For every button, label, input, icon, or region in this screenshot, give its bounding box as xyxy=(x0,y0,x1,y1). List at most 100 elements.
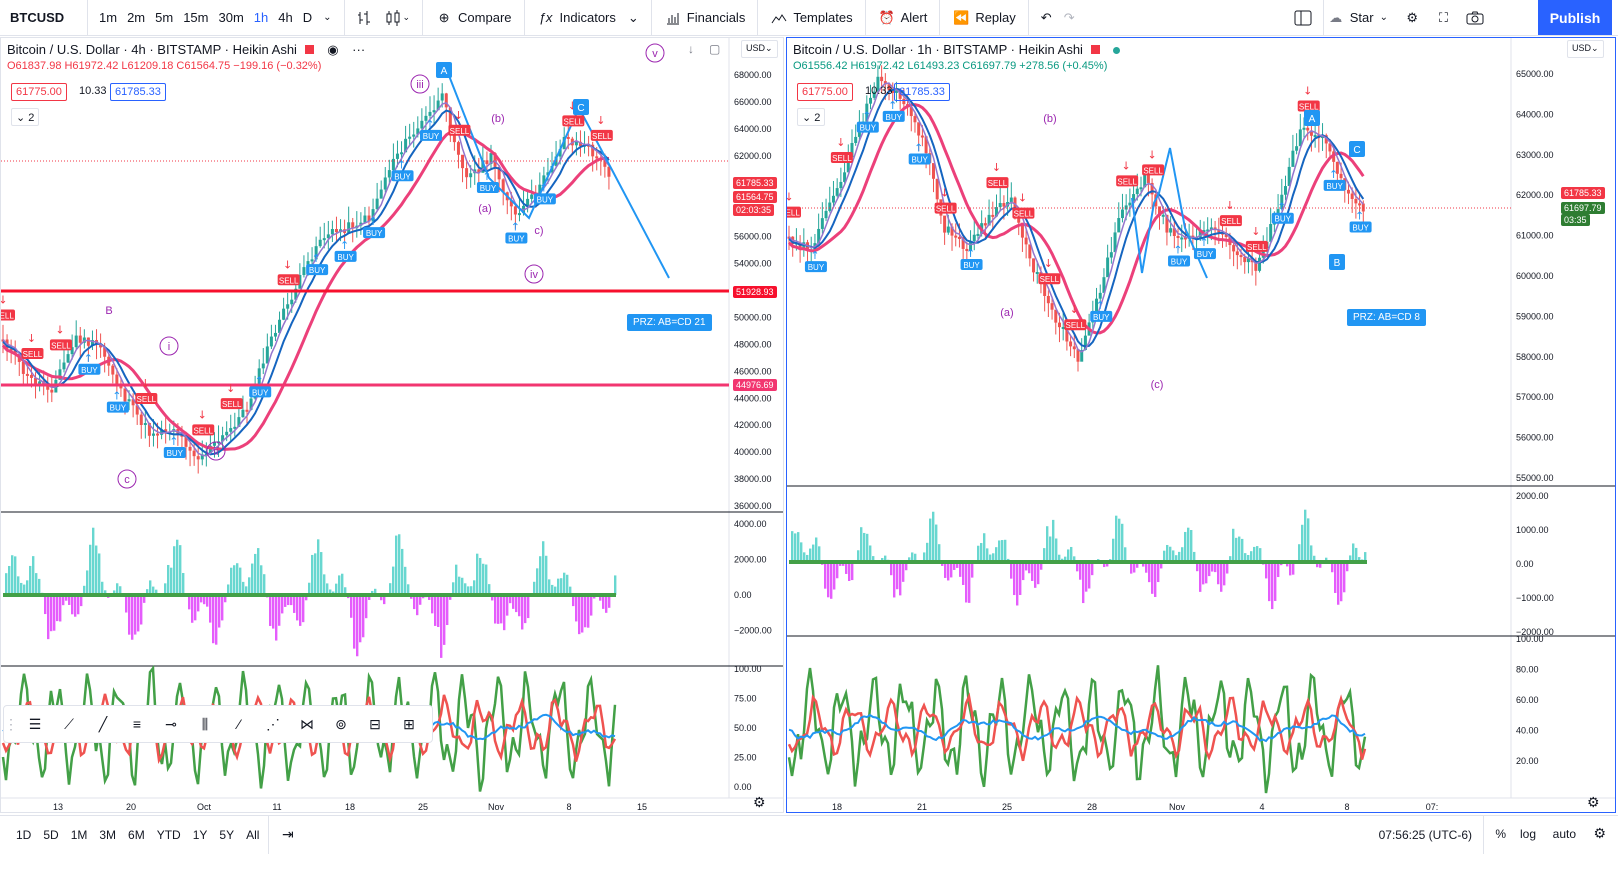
goto-date-icon[interactable]: ⇥ xyxy=(282,826,294,842)
drag-handle-icon[interactable]: ⋮ xyxy=(4,715,18,732)
fullscreen-icon[interactable]: ⛶ xyxy=(1438,9,1448,25)
more-icon[interactable]: ··· xyxy=(352,42,366,57)
right-chart-pane[interactable]: 65000.00 64000.00 63000.00 62000.00 61000.00… xyxy=(786,37,1616,813)
osc-bar xyxy=(1256,546,1259,562)
range-all[interactable]: All xyxy=(246,827,260,842)
right-indicator-toggle[interactable]: ⌄ 2 xyxy=(797,108,826,126)
range-1m[interactable]: 1M xyxy=(70,827,88,842)
right-settings-gear-icon[interactable]: ⚙ xyxy=(1587,794,1600,810)
range-5d[interactable]: 5D xyxy=(43,827,59,842)
osc-bar xyxy=(1301,524,1304,562)
right-chart-canvas[interactable]: 65000.00 64000.00 63000.00 62000.00 61000.00… xyxy=(787,38,1616,813)
candle-body xyxy=(854,136,858,144)
osc-bar xyxy=(602,595,605,609)
candle-body xyxy=(1254,262,1258,271)
percent-toggle[interactable]: % xyxy=(1495,827,1506,841)
right-bid-button[interactable]: 61775.00 xyxy=(797,83,853,101)
time-axis-label: 13 xyxy=(53,802,63,812)
osc-bar xyxy=(1355,547,1358,562)
interval-15m[interactable]: 15m xyxy=(183,10,209,25)
flag-icon[interactable] xyxy=(304,45,314,54)
layout-icon[interactable] xyxy=(1288,0,1318,36)
trend-angle-icon[interactable]: ⟋ xyxy=(64,715,74,732)
time-axis-label: 8 xyxy=(1344,802,1349,812)
range-5y[interactable]: 5Y xyxy=(219,827,235,842)
maximize-icon[interactable]: ▢ xyxy=(709,42,721,56)
left-currency[interactable]: USD⌄ xyxy=(741,40,778,58)
interval-5m[interactable]: 5m xyxy=(155,10,174,25)
osc-bar xyxy=(455,564,458,595)
bar-chart-icon[interactable] xyxy=(351,0,379,36)
clock-timezone[interactable]: 07:56:25 (UTC-6) xyxy=(1378,828,1472,842)
left-chart-pane[interactable]: 68000.0066000.0064000.0062000.0060000.00… xyxy=(0,37,784,813)
sell-signal-text: SELL xyxy=(787,209,800,218)
range-3m[interactable]: 3M xyxy=(99,827,117,842)
interval-1m[interactable]: 1m xyxy=(99,10,118,25)
left-settings-gear-icon[interactable]: ⚙ xyxy=(753,794,766,810)
right-ask-button[interactable]: 61785.33 xyxy=(894,83,950,101)
candle-body xyxy=(1261,248,1265,258)
osc-bar xyxy=(1016,562,1019,606)
osc-bar xyxy=(128,595,131,635)
camera-icon[interactable] xyxy=(1460,0,1490,36)
buy-signal-text: BUY xyxy=(808,263,825,272)
indicators-button[interactable]: ƒx Indicators xyxy=(531,0,622,36)
right-currency[interactable]: USD⌄ xyxy=(1567,40,1604,58)
range-ytd[interactable]: YTD xyxy=(156,827,181,842)
compare-button[interactable]: ⊕ Compare xyxy=(429,0,517,36)
sell-signal xyxy=(277,274,300,286)
interval-dropdown[interactable]: ⌄ xyxy=(323,12,332,23)
financials-button[interactable]: Financials xyxy=(658,0,752,36)
interval-2m[interactable]: 2m xyxy=(127,10,146,25)
redo-icon[interactable]: ↷ xyxy=(1063,9,1075,25)
undo-icon[interactable]: ↶ xyxy=(1040,9,1052,25)
ray-icon[interactable]: ╱ xyxy=(98,715,108,732)
buy-signal-text: BUY xyxy=(860,124,877,133)
indicators-dropdown[interactable]: ⌄ xyxy=(627,9,639,25)
interval-1h[interactable]: 1h xyxy=(253,10,269,25)
horizontal-ray-icon[interactable]: ⊸ xyxy=(165,715,177,732)
time-axis-label: 25 xyxy=(1002,802,1012,812)
auto-toggle[interactable]: auto xyxy=(1552,827,1576,841)
left-chart-canvas[interactable]: 68000.0066000.0064000.0062000.0060000.00… xyxy=(1,38,784,813)
pattern-icon[interactable]: ⋰ xyxy=(266,715,280,732)
left-bid-button[interactable]: 61775.00 xyxy=(11,83,67,101)
osc-bar xyxy=(845,562,848,574)
bottom-settings-gear-icon[interactable]: ⚙ xyxy=(1593,825,1606,841)
templates-button[interactable]: Templates xyxy=(764,0,858,36)
range-1y[interactable]: 1Y xyxy=(192,827,208,842)
symbol-search[interactable]: BTCUSD xyxy=(0,0,88,36)
candles-icon[interactable]: ⌄ xyxy=(379,0,417,36)
candle-body xyxy=(1024,237,1028,245)
settings-list-icon[interactable]: ⊞ xyxy=(403,715,415,732)
xabcd-icon[interactable]: ⋈ xyxy=(300,715,314,732)
arrow-down-icon[interactable]: ↓ xyxy=(688,42,694,56)
horizontal-lines-icon[interactable]: ☰ xyxy=(28,715,42,732)
replay-button[interactable]: ⏪ Replay xyxy=(946,0,1021,36)
osc-bar xyxy=(254,553,257,595)
magnet-icon[interactable]: ⊚ xyxy=(335,715,347,732)
flag-icon[interactable] xyxy=(1090,45,1100,54)
range-6m[interactable]: 6M xyxy=(128,827,145,842)
interval-30m[interactable]: 30m xyxy=(218,10,244,25)
eye-icon[interactable]: ◉ xyxy=(327,42,339,57)
interval-4h[interactable]: 4h xyxy=(278,10,293,25)
settings-gear-icon[interactable]: ⚙ xyxy=(1406,9,1418,25)
candle-body xyxy=(395,153,399,159)
log-toggle[interactable]: log xyxy=(1519,827,1536,841)
publish-button[interactable]: Publish xyxy=(1538,0,1612,35)
line-icon[interactable]: ⁄ xyxy=(237,716,241,732)
alert-button[interactable]: ⏰ Alert xyxy=(872,0,934,36)
buy-signal-text: BUY xyxy=(1352,224,1369,233)
interval-D[interactable]: D xyxy=(302,10,313,25)
range-1d[interactable]: 1D xyxy=(16,827,32,842)
osc-bar xyxy=(1013,562,1016,596)
left-ask-button[interactable]: 61785.33 xyxy=(110,83,166,101)
fib-icon[interactable]: ≡ xyxy=(132,716,142,732)
candle-body xyxy=(1120,209,1124,219)
left-indicator-toggle[interactable]: ⌄ 2 xyxy=(11,108,40,126)
osc-bar xyxy=(536,568,539,595)
vertical-lines-icon[interactable]: ⫼ xyxy=(201,715,209,732)
star-button[interactable]: ☁ Star ⌄ xyxy=(1321,0,1394,36)
measure-icon[interactable]: ⊟ xyxy=(369,715,381,732)
